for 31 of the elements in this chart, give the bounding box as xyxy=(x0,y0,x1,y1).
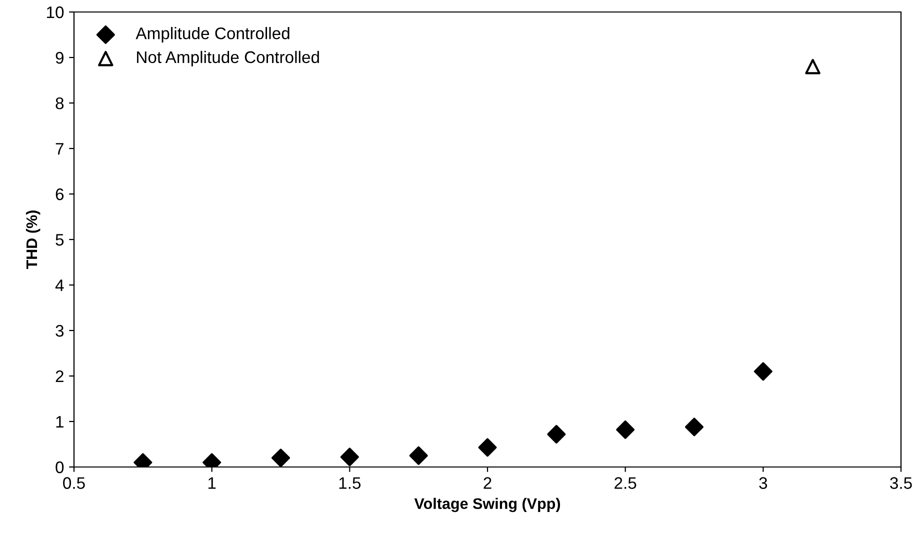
x-axis-title: Voltage Swing (Vpp) xyxy=(414,498,560,512)
point xyxy=(616,420,635,439)
point xyxy=(478,438,497,457)
x-tick-label: 2.5 xyxy=(614,477,636,489)
point xyxy=(684,418,704,436)
y-tick-label: 4 xyxy=(55,280,64,292)
legend-label: Amplitude Controlled xyxy=(136,27,290,43)
point xyxy=(340,448,359,466)
y-tick-label: 9 xyxy=(56,52,64,64)
point xyxy=(271,448,290,467)
y-tick-label: 0 xyxy=(56,461,64,474)
x-tick-label: 1.5 xyxy=(339,477,361,489)
y-tick-label: 10 xyxy=(47,6,64,18)
y-tick-label: 5 xyxy=(56,234,64,246)
legend-label: Not Amplitude Controlled xyxy=(137,50,319,66)
x-tick-label: 2 xyxy=(484,477,492,489)
y-tick-label: 7 xyxy=(56,143,64,155)
y-tick-label: 1 xyxy=(56,416,64,428)
y-tick-label: 3 xyxy=(56,324,64,337)
point xyxy=(805,58,820,74)
point xyxy=(547,424,566,444)
y-tick-label: 2 xyxy=(56,370,64,382)
y-tick-label: 6 xyxy=(56,188,64,200)
point xyxy=(754,362,772,381)
x-tick-label: 3 xyxy=(759,477,768,489)
y-tick-label: 8 xyxy=(56,97,64,110)
x-tick-label: 1 xyxy=(208,477,216,489)
y-axis-title: THD (%) xyxy=(26,210,40,270)
point xyxy=(409,446,428,465)
x-tick-label: 3.5 xyxy=(890,477,912,489)
x-tick-label: 0.5 xyxy=(63,477,85,489)
